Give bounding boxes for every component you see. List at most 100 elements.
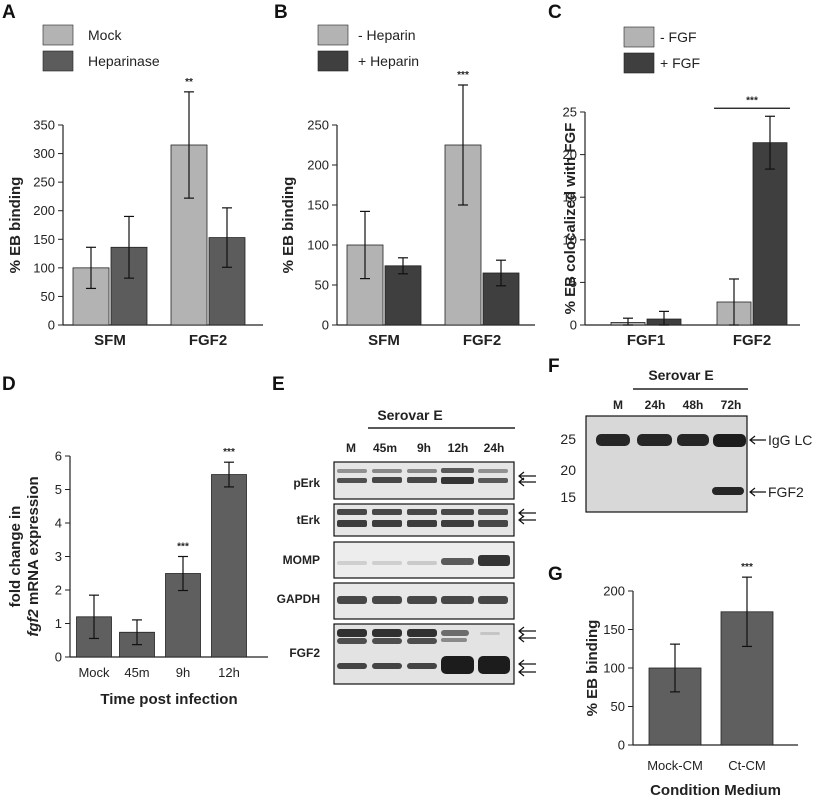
y-tick-label: 0 [570, 318, 577, 333]
bar [211, 474, 247, 658]
bar [384, 265, 422, 326]
blot-e-lane-label: 24h [484, 441, 505, 455]
y-tick-label: 1 [55, 616, 62, 631]
y-tick-label: 20 [563, 147, 577, 162]
blot-f-label-fgf2: FGF2 [768, 484, 804, 500]
category-label: 12h [218, 665, 240, 680]
category-label: Mock-CM [647, 758, 703, 773]
y-tick-label: 0 [618, 738, 625, 753]
blot-f-membrane [585, 415, 748, 513]
western-blot-e: Serovar E M 45m 9h 12h 24h pErk tErk MOM… [277, 407, 536, 685]
category-label: 45m [124, 665, 149, 680]
blot-f-lane-label: 72h [721, 398, 742, 412]
category-label: FGF2 [733, 332, 771, 349]
blot-e-row-label: GAPDH [277, 592, 320, 606]
blot-f-label-igg: IgG LC [768, 432, 812, 448]
blot-f-lane-label: 24h [645, 398, 666, 412]
x-axis-label: Time post infection [100, 691, 237, 708]
y-tick-label: 6 [55, 449, 62, 464]
y-tick-label: 15 [563, 190, 577, 205]
blot-e-bands-momp [337, 555, 510, 566]
significance-label: *** [746, 95, 758, 106]
category-label: SFM [94, 332, 126, 349]
blot-e-bands-terk [337, 509, 508, 527]
legend-label: + FGF [660, 55, 700, 71]
category-label: Mock [78, 665, 110, 680]
bar [110, 246, 148, 326]
legend-swatch [623, 52, 655, 74]
y-tick-label: 200 [603, 584, 625, 599]
chart-a: 0 50 100 150 200 250 300 350 SFM FGF2 ** % EB bindi… [7, 24, 263, 349]
blot-e-bands-fgf2 [337, 629, 510, 674]
y-tick-label: 200 [307, 158, 329, 173]
y-axis-label-line1: fold change in [7, 506, 24, 608]
blot-f-marker: 20 [560, 462, 576, 478]
legend-swatch [317, 50, 349, 72]
x-axis-label: Condition Medium [650, 782, 781, 799]
significance-label: *** [223, 447, 235, 458]
y-axis-label-rest: mRNA expression [25, 476, 42, 609]
blot-f-marker: 15 [560, 489, 576, 505]
chart-g: 0 50 100 150 200 Mock-CM Ct-CM *** % EB binding C… [584, 562, 798, 799]
blot-f-arrows [749, 435, 766, 497]
panel-letter-d: D [2, 374, 16, 395]
y-tick-label: 200 [33, 203, 55, 218]
y-tick-label: 100 [33, 260, 55, 275]
blot-f-lane-label: 48h [683, 398, 704, 412]
blot-e-row-label: FGF2 [289, 646, 320, 660]
panel-letter-b: B [274, 2, 288, 23]
blot-e-lane-label: 9h [417, 441, 431, 455]
category-label: FGF1 [627, 332, 665, 349]
y-tick-label: 50 [315, 278, 329, 293]
blot-e-row-label: tErk [297, 513, 321, 527]
y-axis-label: % EB colocalized with FGF [562, 123, 579, 315]
legend-swatch [317, 24, 349, 46]
blot-e-lane-label: 45m [373, 441, 397, 455]
significance-label: ** [185, 77, 193, 88]
bar [170, 144, 208, 326]
blot-e-bands-gapdh [337, 596, 508, 604]
blot-f-lane-label: M [613, 398, 623, 412]
legend-label: Mock [88, 27, 122, 43]
blot-f-marker: 25 [560, 431, 576, 447]
blot-f-header: Serovar E [648, 367, 713, 383]
category-label: 9h [176, 665, 190, 680]
y-tick-label: 100 [307, 238, 329, 253]
significance-label: *** [177, 542, 189, 553]
y-axis-label-line2: fgf2 mRNA expression [25, 476, 42, 636]
blot-e-row-label: pErk [293, 476, 320, 490]
y-tick-label: 250 [33, 175, 55, 190]
blot-e-bands-perk [337, 468, 508, 484]
y-tick-label: 300 [33, 146, 55, 161]
y-axis-label: % EB binding [584, 620, 601, 717]
legend-label: - FGF [660, 29, 697, 45]
chart-b: 0 50 100 150 200 250 SFM FGF2 *** % EB binding - H… [280, 24, 535, 349]
panel-letter-f: F [548, 356, 560, 377]
y-tick-label: 150 [33, 232, 55, 247]
legend-swatch [623, 26, 655, 48]
chart-d: 0 1 2 3 4 5 6 Mock 45m 9h 12h *** *** fold change inf… [7, 447, 268, 708]
category-label: SFM [368, 332, 400, 349]
y-tick-label: 250 [307, 118, 329, 133]
significance-label: *** [457, 70, 469, 81]
category-label: Ct-CM [728, 758, 766, 773]
y-axis-label-gene: fgf2 [25, 609, 42, 637]
y-tick-label: 3 [55, 549, 62, 564]
y-tick-label: 0 [322, 318, 329, 333]
y-tick-label: 10 [563, 232, 577, 247]
panel-letter-a: A [2, 2, 16, 23]
bar [752, 142, 788, 326]
y-tick-label: 100 [603, 661, 625, 676]
blot-f-bands [596, 434, 746, 495]
y-tick-label: 150 [307, 198, 329, 213]
western-blot-f: Serovar E M 24h 48h 72h 25 20 15 IgG LC … [560, 367, 812, 513]
panel-letter-c: C [548, 2, 562, 23]
blot-e-header: Serovar E [377, 407, 442, 423]
y-axis-label: % EB binding [7, 177, 24, 274]
y-tick-label: 50 [41, 289, 55, 304]
y-tick-label: 2 [55, 583, 62, 598]
y-tick-label: 4 [55, 516, 62, 531]
panel-letter-g: G [548, 564, 563, 585]
category-label: FGF2 [189, 332, 227, 349]
